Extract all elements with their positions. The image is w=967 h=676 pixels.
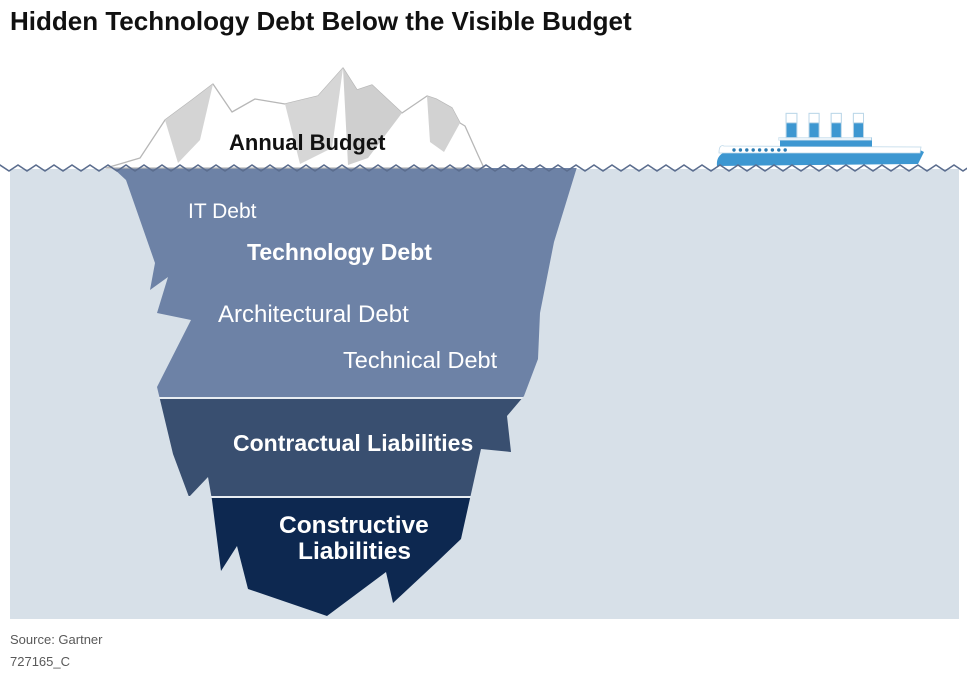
svg-text:Technology Debt: Technology Debt (247, 239, 432, 265)
svg-text:Contractual Liabilities: Contractual Liabilities (233, 430, 473, 456)
svg-text:Liabilities: Liabilities (298, 538, 411, 565)
svg-text:Constructive: Constructive (279, 512, 429, 539)
svg-text:IT Debt: IT Debt (188, 200, 257, 223)
svg-text:Architectural Debt: Architectural Debt (218, 301, 409, 328)
svg-text:Annual Budget: Annual Budget (229, 130, 386, 155)
svg-text:Technical Debt: Technical Debt (343, 347, 498, 373)
